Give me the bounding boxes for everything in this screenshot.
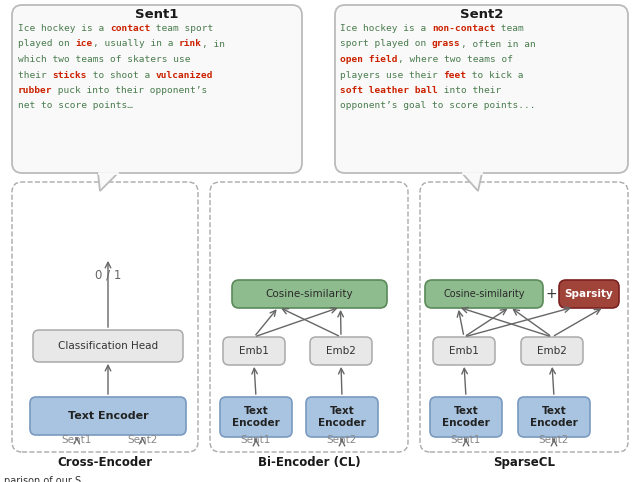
Text: Sent1: Sent1 (241, 435, 271, 445)
Text: , in: , in (202, 40, 225, 49)
Text: Text Encoder: Text Encoder (68, 411, 148, 421)
Text: Classification Head: Classification Head (58, 341, 158, 351)
FancyBboxPatch shape (335, 5, 628, 173)
Text: Sent2: Sent2 (127, 435, 157, 445)
Text: sport played on: sport played on (340, 40, 432, 49)
Text: played on: played on (18, 40, 76, 49)
Text: ice: ice (76, 40, 93, 49)
Text: +: + (545, 287, 557, 301)
Text: Sent1: Sent1 (451, 435, 481, 445)
Text: Sent2: Sent2 (460, 8, 503, 21)
Text: rink: rink (179, 40, 202, 49)
Text: their: their (18, 70, 52, 80)
Text: Text
Encoder: Text Encoder (530, 406, 578, 428)
Text: , usually in a: , usually in a (93, 40, 179, 49)
Text: Sent1: Sent1 (135, 8, 179, 21)
Text: non-contact: non-contact (432, 24, 495, 33)
Text: Ice hockey is a: Ice hockey is a (18, 24, 110, 33)
Text: contact: contact (110, 24, 150, 33)
Text: Sent2: Sent2 (327, 435, 357, 445)
Text: Cosine-similarity: Cosine-similarity (444, 289, 525, 299)
Text: to shoot a: to shoot a (87, 70, 156, 80)
Text: to kick a: to kick a (467, 70, 524, 80)
FancyBboxPatch shape (306, 397, 378, 437)
Text: team: team (495, 24, 524, 33)
Text: which two teams of skaters use: which two teams of skaters use (18, 55, 191, 64)
FancyBboxPatch shape (33, 330, 183, 362)
Text: Emb1: Emb1 (239, 346, 269, 356)
Text: into their: into their (438, 86, 501, 95)
Polygon shape (462, 173, 482, 191)
Text: Sent1: Sent1 (61, 435, 92, 445)
Text: Sent2: Sent2 (539, 435, 569, 445)
Text: Emb2: Emb2 (537, 346, 567, 356)
Text: sticks: sticks (52, 70, 87, 80)
Text: opponent’s goal to score points...: opponent’s goal to score points... (340, 102, 536, 110)
Text: puck into their opponent’s: puck into their opponent’s (52, 86, 208, 95)
Text: Text
Encoder: Text Encoder (232, 406, 280, 428)
FancyBboxPatch shape (223, 337, 285, 365)
Text: Cross-Encoder: Cross-Encoder (58, 456, 152, 469)
Text: 0 / 1: 0 / 1 (95, 268, 121, 281)
Text: parison of our S: parison of our S (4, 476, 81, 482)
Text: Emb1: Emb1 (449, 346, 479, 356)
Text: , where two teams of: , where two teams of (397, 55, 513, 64)
Text: vulcanized: vulcanized (156, 70, 214, 80)
FancyBboxPatch shape (559, 280, 619, 308)
FancyBboxPatch shape (433, 337, 495, 365)
FancyBboxPatch shape (220, 397, 292, 437)
Text: SparseCL: SparseCL (493, 456, 555, 469)
Text: Sparsity: Sparsity (564, 289, 613, 299)
Text: Bi-Encoder (CL): Bi-Encoder (CL) (258, 456, 360, 469)
FancyBboxPatch shape (425, 280, 543, 308)
Text: Text
Encoder: Text Encoder (442, 406, 490, 428)
Text: net to score points…: net to score points… (18, 102, 133, 110)
Text: rubber: rubber (18, 86, 52, 95)
Text: players use their: players use their (340, 70, 444, 80)
Text: team sport: team sport (150, 24, 214, 33)
Text: Emb2: Emb2 (326, 346, 356, 356)
FancyBboxPatch shape (310, 337, 372, 365)
Text: soft leather ball: soft leather ball (340, 86, 438, 95)
FancyBboxPatch shape (30, 397, 186, 435)
Text: Ice hockey is a: Ice hockey is a (340, 24, 432, 33)
Text: open field: open field (340, 55, 397, 64)
Text: Cosine-similarity: Cosine-similarity (266, 289, 353, 299)
FancyBboxPatch shape (12, 5, 302, 173)
Text: grass: grass (432, 40, 461, 49)
FancyBboxPatch shape (232, 280, 387, 308)
FancyBboxPatch shape (518, 397, 590, 437)
Polygon shape (98, 173, 118, 191)
Text: Text
Encoder: Text Encoder (318, 406, 366, 428)
Text: , often in an: , often in an (461, 40, 536, 49)
Text: feet: feet (444, 70, 467, 80)
FancyBboxPatch shape (521, 337, 583, 365)
FancyBboxPatch shape (430, 397, 502, 437)
